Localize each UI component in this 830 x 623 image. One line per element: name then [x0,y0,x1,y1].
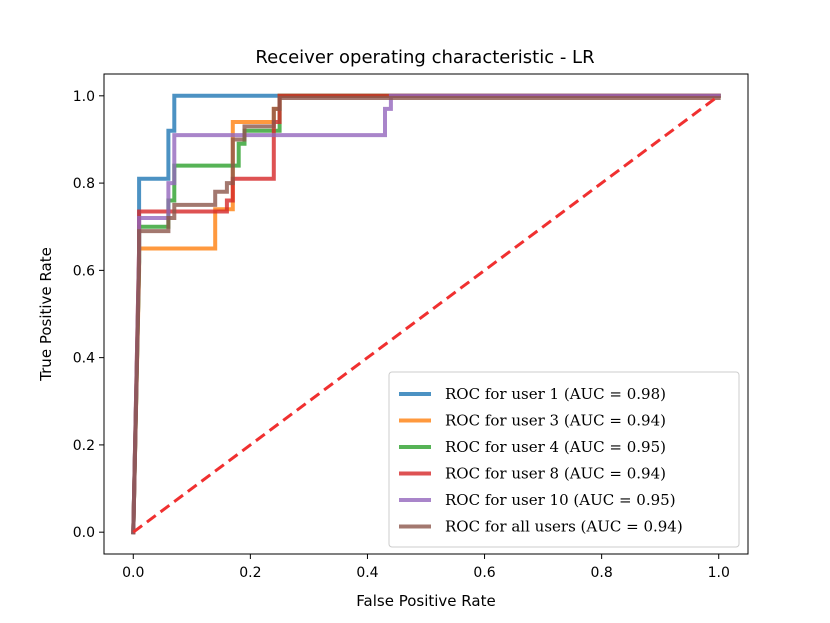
legend-label-series-2: ROC for user 3 (AUC = 0.94) [445,412,666,430]
x-tick-label: 0.8 [591,565,613,581]
legend-frame [388,371,740,548]
chance-diagonal-line [132,94,720,534]
x-axis: 0.0 0.2 0.4 0.6 0.8 1.0 [122,554,730,581]
legend-label-series-6: ROC for all users (AUC = 0.94) [445,518,683,536]
axes-frame [103,73,749,555]
x-tick-label: 0.2 [239,565,261,581]
legend-label-series-4: ROC for user 8 (AUC = 0.94) [445,465,666,483]
x-axis-label: False Positive Rate [356,592,495,610]
y-tick-label: 0.6 [73,263,95,279]
y-axis: 0.0 0.2 0.4 0.6 0.8 1.0 [73,89,104,541]
chart-title: Receiver operating characteristic - LR [255,47,594,68]
roc-line-series-5 [131,93,721,535]
x-tick-label: 1.0 [708,565,730,581]
legend-label-series-1: ROC for user 1 (AUC = 0.98) [445,385,666,403]
series-layer [131,93,721,535]
x-tick-label: 0.0 [122,565,144,581]
y-tick-label: 0.4 [73,351,95,367]
legend-label-series-3: ROC for user 4 (AUC = 0.95) [445,438,666,456]
roc-line-series-6 [131,96,721,535]
y-tick-label: 0.8 [73,176,95,192]
y-tick-label: 1.0 [73,89,95,105]
legend-label-series-5: ROC for user 10 (AUC = 0.95) [445,491,676,509]
y-axis-label: True Positive Rate [37,247,55,382]
x-tick-label: 0.4 [356,565,378,581]
y-tick-label: 0.2 [73,438,95,454]
y-tick-label: 0.0 [73,525,95,541]
legend: ROC for user 1 (AUC = 0.98) ROC for user … [388,371,740,548]
x-tick-label: 0.6 [473,565,495,581]
